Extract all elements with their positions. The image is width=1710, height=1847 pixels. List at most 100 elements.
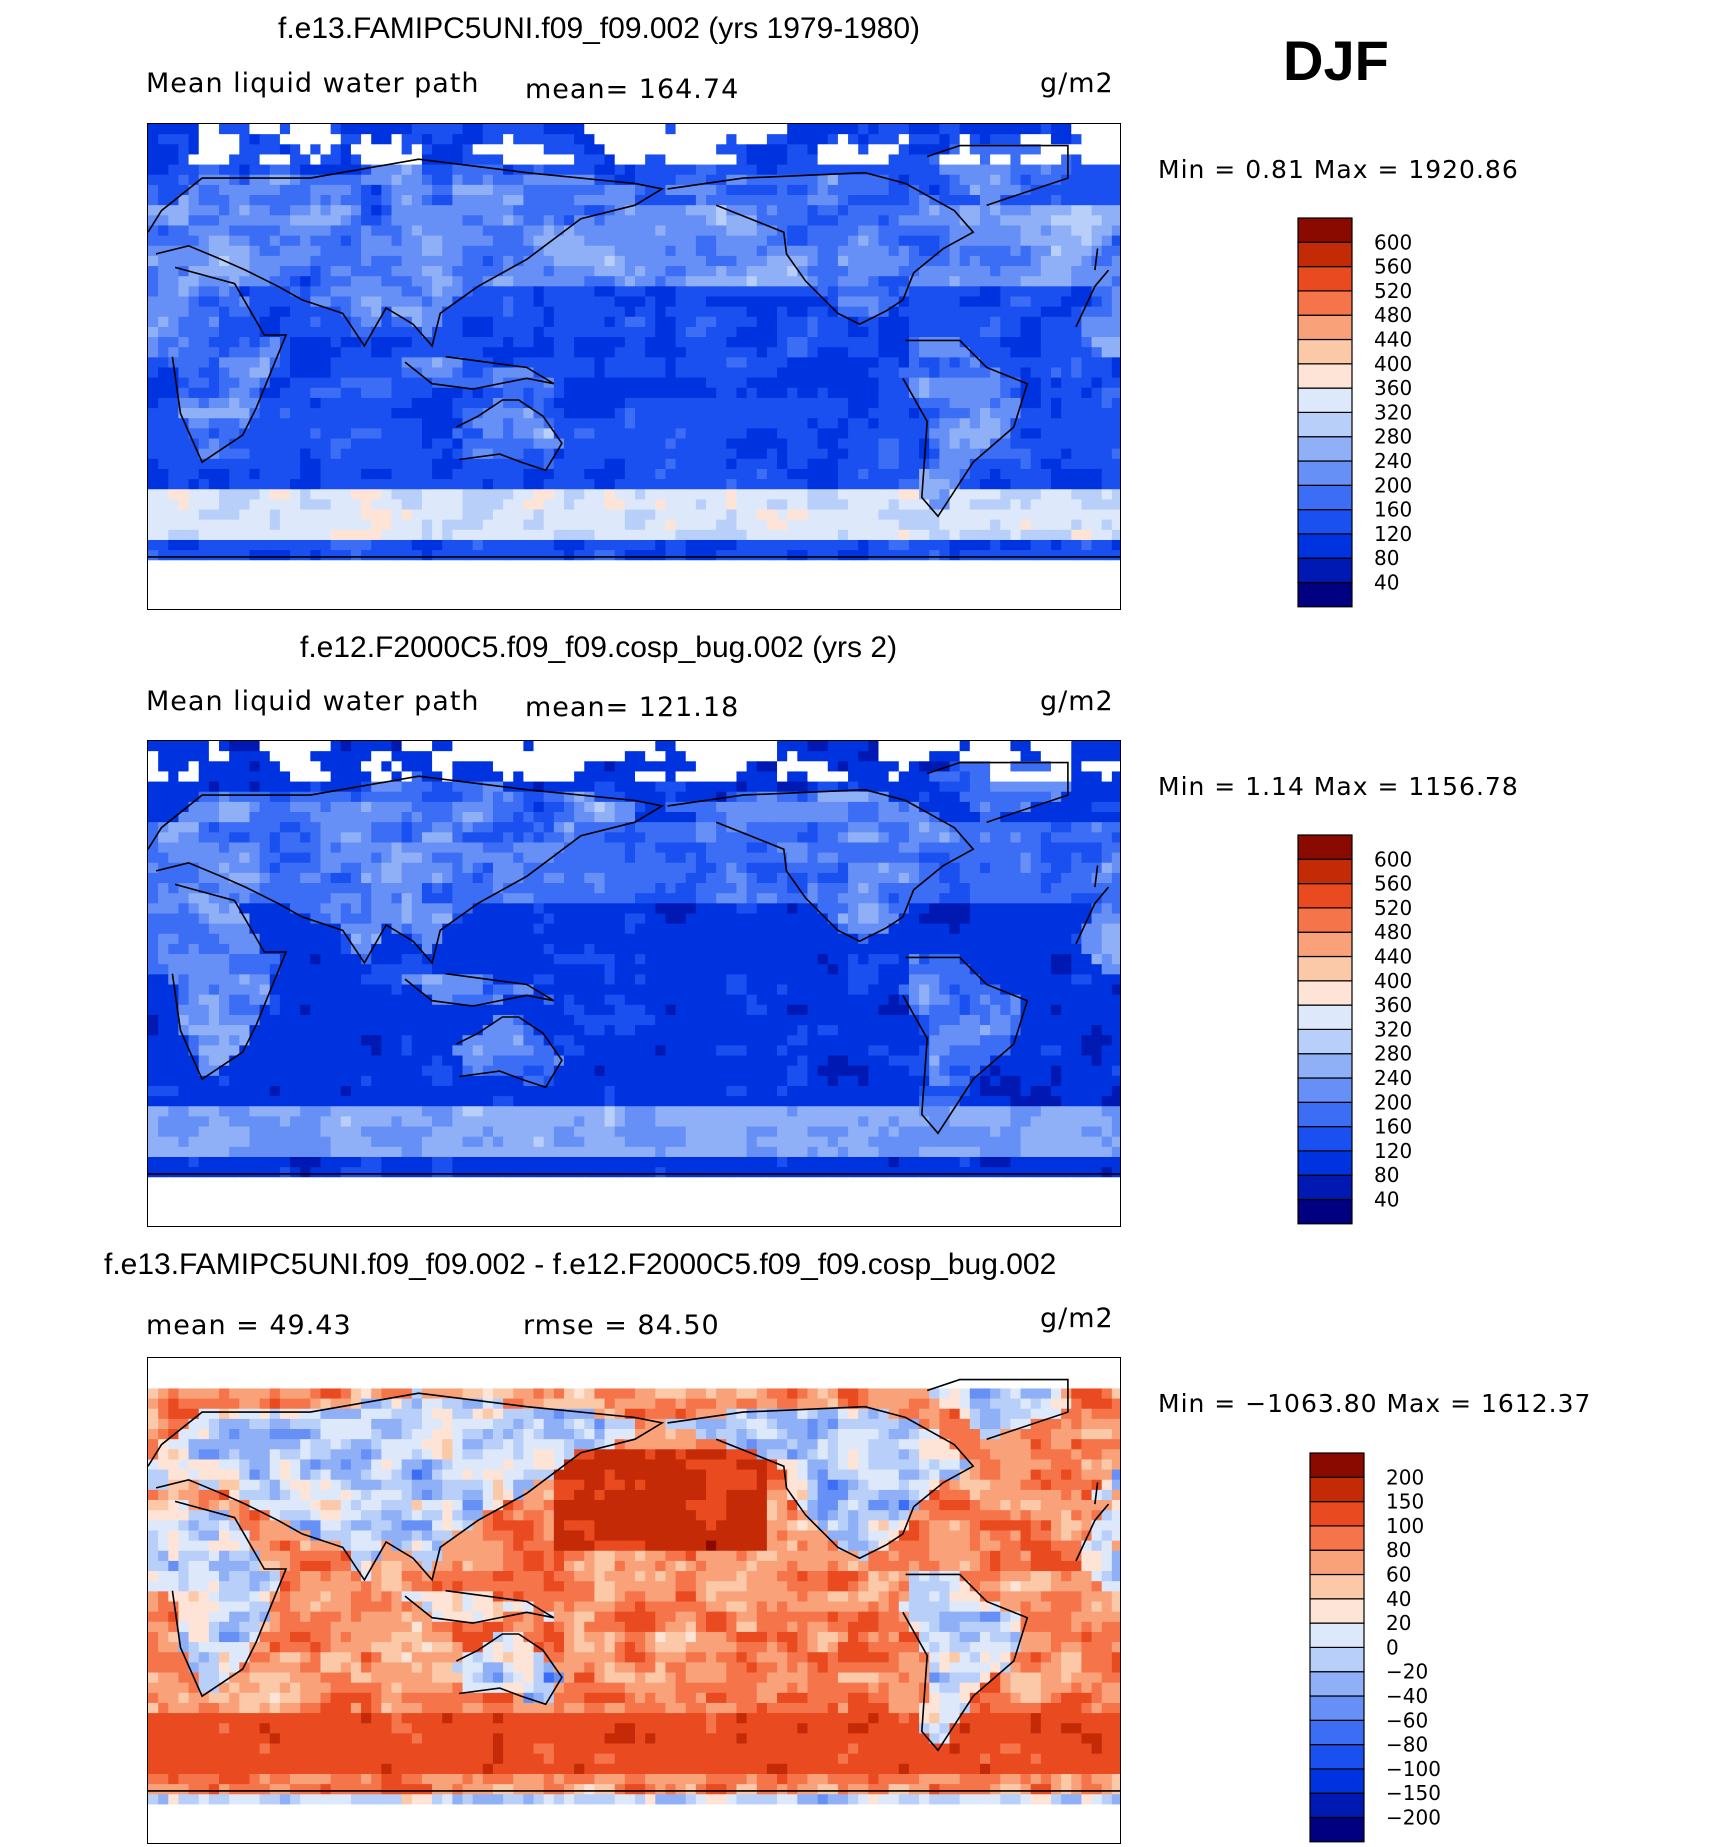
colorbar-tick-label: 100 [1386,1514,1424,1538]
coastlines [148,1378,1120,1792]
colorbar-box [1297,217,1353,243]
colorbar-tick-label: 560 [1374,872,1412,896]
colorbar-box [1309,1452,1365,1478]
colorbar-tick-label: 320 [1374,1017,1412,1041]
colorbar-box [1297,1126,1353,1152]
colorbar-box [1297,1150,1353,1176]
colorbar-box [1309,1476,1365,1503]
colorbar-tick-label: 240 [1374,449,1412,473]
colorbar-box [1297,557,1353,584]
colorbar-tick-label: 150 [1386,1490,1424,1514]
colorbar-box [1297,858,1353,885]
colorbar-box [1297,338,1353,365]
colorbar-tick-label: 200 [1374,1090,1412,1114]
colorbar-box [1297,314,1353,341]
colorbar-box [1297,484,1353,511]
colorbar-tick-label: 400 [1374,352,1412,376]
colorbar-box [1309,1816,1365,1843]
colorbar-box [1297,980,1353,1006]
panel3-field [148,1358,1120,1843]
field-cells [148,124,1120,609]
panel1-mean-label: mean= 164.74 [525,74,740,105]
colorbar-tick-label: 20 [1386,1611,1411,1635]
colorbar-box [1297,955,1353,982]
colorbar-box [1309,1622,1365,1649]
colorbar-box [1309,1500,1365,1527]
panel1-field [148,124,1120,609]
colorbar-tick-label: 60 [1386,1563,1411,1587]
colorbar-tick-label: 120 [1374,522,1412,546]
colorbar-tick-label: 360 [1374,993,1412,1017]
colorbar-tick-label: 80 [1374,1163,1399,1187]
colorbar-tick-label: 480 [1374,303,1412,327]
colorbar-tick-label: 40 [1386,1587,1411,1611]
colorbar-tick-label: 280 [1374,425,1412,449]
colorbar-tick-label: 120 [1374,1139,1412,1163]
panel1-title: f.e13.FAMIPC5UNI.f09_f09.002 (yrs 1979-1… [278,12,921,45]
colorbar-tick-label: 560 [1374,255,1412,279]
colorbar-tick-label: 440 [1374,945,1412,969]
colorbar-tick-label: −150 [1386,1781,1441,1805]
colorbar-tick-label: 160 [1374,1115,1412,1139]
panel1-variable-label: Mean liquid water path [146,68,480,99]
panel2-minmax: Min = 1.14 Max = 1156.78 [1158,772,1519,801]
colorbar-box [1309,1598,1365,1624]
colorbar-box [1297,1101,1353,1128]
colorbar-box [1309,1573,1365,1600]
panel2-colorbar: 40 80 120 160 200 240 280 320 360 400 440 480 520 560… [1297,834,1457,1225]
colorbar-tick-label: −20 [1386,1660,1428,1684]
colorbar-box [1297,290,1353,316]
colorbar-tick-label: 600 [1374,847,1412,871]
colorbar-box [1297,1028,1353,1055]
field-cells [148,1358,1120,1843]
colorbar-tick-label: −40 [1386,1684,1428,1708]
panel3-units: g/m2 [1040,1303,1114,1334]
panel2-title: f.e12.F2000C5.f09_f09.cosp_bug.002 (yrs … [300,631,898,664]
panel1-map [147,123,1121,610]
colorbar-box [1297,363,1353,389]
panel3-rmse-label: rmse = 84.50 [523,1310,720,1341]
colorbar-box [1297,1198,1353,1225]
colorbar-tick-label: 360 [1374,376,1412,400]
panel3-mean-label: mean = 49.43 [146,1310,352,1341]
panel2-units: g/m2 [1040,686,1114,717]
colorbar-box [1309,1768,1365,1794]
panel3-map [147,1357,1121,1844]
colorbar-box [1297,1077,1353,1103]
colorbar-box [1309,1646,1365,1673]
colorbar-tick-label: 200 [1374,473,1412,497]
colorbar-box [1297,931,1353,958]
colorbar-box [1297,241,1353,268]
colorbar-box [1309,1719,1365,1746]
colorbar-box [1297,834,1353,860]
panel2-map [147,740,1121,1227]
colorbar-tick-label: 0 [1386,1635,1399,1659]
colorbar-tick-label: 520 [1374,896,1412,920]
panel1-colorbar: 40 80 120 160 200 240 280 320 360 400 440 480 520 560… [1297,217,1457,608]
colorbar-box [1297,1174,1353,1201]
coastlines [148,761,1120,1175]
colorbar-tick-label: 80 [1374,546,1399,570]
field-cells [148,741,1120,1226]
colorbar-box [1297,1004,1353,1031]
colorbar-tick-label: 160 [1374,498,1412,522]
panel2-variable-label: Mean liquid water path [146,686,480,717]
panel3-minmax: Min = −1063.80 Max = 1612.37 [1158,1389,1592,1418]
season-label: DJF [1283,29,1389,92]
colorbar-tick-label: 40 [1374,571,1399,595]
colorbar-box [1297,509,1353,535]
colorbar-tick-label: −200 [1386,1806,1441,1830]
colorbar-tick-label: −60 [1386,1708,1428,1732]
colorbar-box [1297,1053,1353,1079]
colorbar-tick-label: −80 [1386,1733,1428,1757]
colorbar-tick-label: −100 [1386,1757,1441,1781]
colorbar-box [1297,436,1353,462]
panel3-title: f.e13.FAMIPC5UNI.f09_f09.002 - f.e12.F20… [104,1248,1057,1281]
colorbar-box [1297,581,1353,608]
colorbar-tick-label: 240 [1374,1066,1412,1090]
colorbar-box [1297,387,1353,414]
colorbar-box [1297,533,1353,559]
colorbar-tick-label: 280 [1374,1042,1412,1066]
colorbar-box [1309,1792,1365,1819]
panel1-minmax: Min = 0.81 Max = 1920.86 [1158,155,1519,184]
